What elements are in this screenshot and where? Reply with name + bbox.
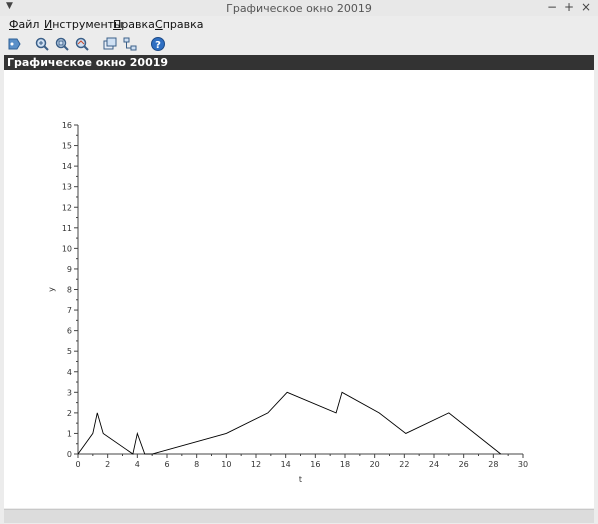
x-tick-label: 28 [488,460,498,469]
plot-area[interactable]: 0 2 4 6 8 10 12 14 16 18 20 22 24 26 28 300123456789101… [4,70,594,508]
maximize-button[interactable]: + [563,0,575,14]
axes-header: Графическое окно 20019 [4,55,594,70]
pan-zoom-icon[interactable] [74,36,90,52]
y-tick-label: 8 [67,286,72,295]
axes-header-title: Графическое окно 20019 [7,56,169,69]
window-title: Графическое окно 20019 [226,2,372,15]
menu-file-rest: айл [18,18,40,31]
x-tick-label: 22 [399,460,409,469]
x-tick-label: 0 [75,460,80,469]
status-bar [4,509,594,523]
x-tick-label: 12 [251,460,261,469]
axes [77,125,523,455]
x-tick-label: 8 [194,460,199,469]
x-tick-label: 24 [429,460,439,469]
help-icon[interactable]: ? [150,36,166,52]
y-tick-label: 2 [67,409,72,418]
toolbar: ? [0,34,598,54]
y-tick-label: 13 [62,183,72,192]
menu-tools-rest: нструменты [52,18,123,31]
x-tick-label: 18 [340,460,350,469]
menu-bar: Файл Инструменты Правка Справка [0,16,598,33]
y-tick-label: 16 [62,121,72,130]
y-tick-label: 0 [67,450,72,459]
y-tick-label: 9 [67,265,72,274]
x-axis-label: t [299,475,302,484]
y-tick-label: 14 [62,162,72,171]
series-group [77,391,502,455]
x-tick-label: 6 [164,460,169,469]
y-axis-label: y [47,287,56,292]
zoom-original-icon[interactable] [54,36,70,52]
svg-text:?: ? [155,40,161,51]
menu-edit-rest: равка [121,18,155,31]
menu-help-rest: правка [162,18,204,31]
zoom-icon[interactable] [34,36,50,52]
y-tick-label: 10 [62,244,72,253]
tree-icon[interactable] [122,36,138,52]
x-tick-label: 20 [370,460,380,469]
y-tick-label: 1 [67,429,72,438]
series-line-0 [77,391,502,455]
title-bar: ▼ Графическое окно 20019 − + × [0,0,598,16]
menu-help-mnemonic: С [155,18,163,31]
y-tick-label: 3 [67,388,72,397]
x-tick-label: 4 [135,460,140,469]
y-tick-label: 6 [67,327,72,336]
minimize-button[interactable]: − [546,0,558,14]
x-tick-label: 2 [105,460,110,469]
close-button[interactable]: × [580,0,592,14]
x-tick-label: 16 [310,460,320,469]
window-menu-icon[interactable]: ▼ [6,1,13,11]
x-tick-label: 14 [281,460,291,469]
graphic-canvas[interactable]: 0 2 4 6 8 10 12 14 16 18 20 22 24 26 28 30 0 1 2 3 4 5 6 7 8 9 10 1… [4,70,594,508]
tick-marks: 0 2 4 6 8 10 12 14 16 18 20 22 24 26 28 300123456789101… [62,121,528,469]
menu-file-mnemonic: Ф [9,18,19,31]
datatip-icon[interactable] [6,36,22,52]
y-tick-label: 15 [62,142,72,151]
menu-tools-mnemonic: И [44,18,53,31]
x-tick-label: 10 [221,460,231,469]
menu-tools[interactable]: Инструменты [44,18,123,31]
menu-edit[interactable]: Правка [113,18,155,31]
x-tick-label: 26 [459,460,469,469]
menu-edit-mnemonic: П [113,18,122,31]
y-tick-label: 12 [62,203,72,212]
menu-help[interactable]: Справка [155,18,203,31]
y-tick-label: 5 [67,347,72,356]
x-tick-label: 30 [518,460,528,469]
y-tick-label: 4 [67,368,72,377]
rotate-icon[interactable] [102,36,118,52]
y-tick-label: 7 [67,306,72,315]
y-tick-label: 11 [62,224,72,233]
menu-file[interactable]: Файл [9,18,39,31]
